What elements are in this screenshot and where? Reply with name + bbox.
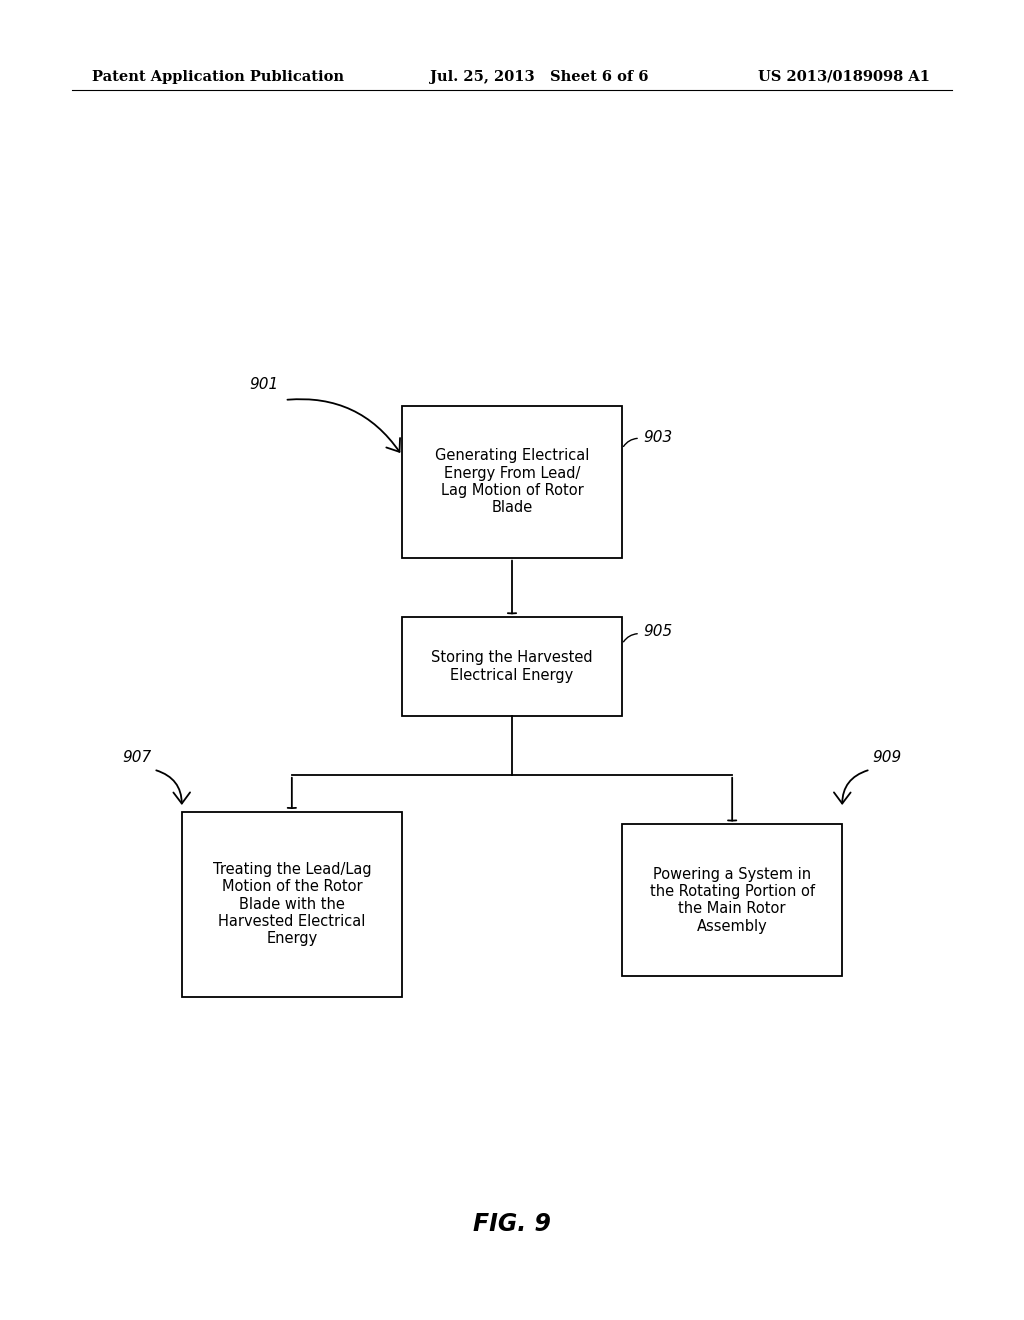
Bar xyxy=(182,812,401,997)
FancyArrowPatch shape xyxy=(624,634,637,642)
Text: 907: 907 xyxy=(122,750,152,764)
Text: US 2013/0189098 A1: US 2013/0189098 A1 xyxy=(758,70,930,83)
FancyArrowPatch shape xyxy=(624,438,637,446)
Text: Storing the Harvested
Electrical Energy: Storing the Harvested Electrical Energy xyxy=(431,651,593,682)
Text: 901: 901 xyxy=(249,378,279,392)
Text: FIG. 9: FIG. 9 xyxy=(473,1212,551,1236)
Text: Generating Electrical
Energy From Lead/
Lag Motion of Rotor
Blade: Generating Electrical Energy From Lead/ … xyxy=(435,449,589,515)
FancyArrowPatch shape xyxy=(157,771,190,804)
Text: Patent Application Publication: Patent Application Publication xyxy=(92,70,344,83)
Bar xyxy=(622,824,842,977)
Bar xyxy=(401,618,623,715)
Text: Powering a System in
the Rotating Portion of
the Main Rotor
Assembly: Powering a System in the Rotating Portio… xyxy=(649,867,815,933)
FancyArrowPatch shape xyxy=(288,399,400,451)
Text: 903: 903 xyxy=(643,430,673,445)
Text: 909: 909 xyxy=(872,750,902,764)
Text: 905: 905 xyxy=(643,624,673,639)
FancyArrowPatch shape xyxy=(834,771,867,804)
Text: Jul. 25, 2013   Sheet 6 of 6: Jul. 25, 2013 Sheet 6 of 6 xyxy=(430,70,648,83)
Text: Treating the Lead/Lag
Motion of the Rotor
Blade with the
Harvested Electrical
En: Treating the Lead/Lag Motion of the Roto… xyxy=(213,862,371,946)
Bar xyxy=(401,407,623,557)
